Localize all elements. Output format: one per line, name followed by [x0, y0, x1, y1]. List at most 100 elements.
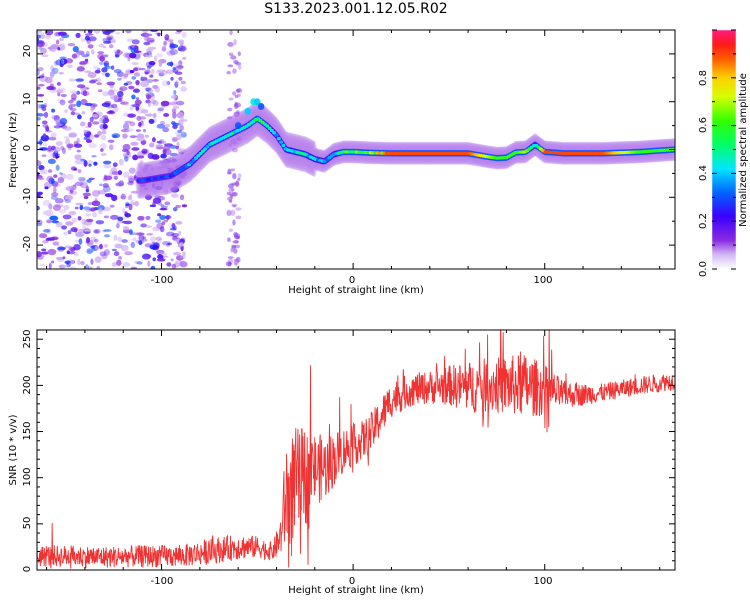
colorbar-tick-label: 0.6	[698, 117, 709, 133]
spectrogram-noise-cell	[228, 187, 234, 193]
spectrogram-noise-cell	[52, 186, 57, 194]
spectrogram-noise-cell	[172, 67, 177, 70]
spectrogram-noise-cell	[87, 266, 93, 269]
spectrogram-noise-cell	[132, 154, 139, 161]
spectrogram-noise-cell	[93, 30, 101, 34]
spectrogram-noise-cell	[63, 136, 71, 139]
spectrogram-noise-cell	[164, 201, 171, 206]
spectrogram-noise-cell	[166, 61, 174, 66]
spectrogram-noise-cell	[111, 133, 121, 139]
spectrogram-noise-cell	[69, 103, 78, 107]
spectrogram-noise-cell	[79, 181, 88, 189]
spectrogram-noise-cell	[156, 123, 166, 129]
spectrogram-noise-cell	[84, 264, 89, 269]
spectrogram-noise-cell	[87, 30, 93, 34]
spectrogram-noise-cell	[78, 30, 86, 33]
colorbar-tick-label: 0.4	[698, 165, 709, 181]
spectrogram-noise-cell	[156, 258, 166, 262]
spectrogram-noise-cell	[238, 64, 242, 71]
spectrogram-noise-cell	[79, 60, 88, 65]
spectrogram-noise-cell	[50, 195, 58, 200]
spectrogram-noise-cell	[57, 176, 65, 184]
spectrogram-noise-cell	[86, 159, 94, 165]
spectrogram-noise-cell	[109, 204, 115, 208]
spectrogram-noise-cell	[179, 261, 188, 268]
spectrogram-noise-cell	[169, 152, 179, 157]
spectrogram-noise-cell	[78, 178, 86, 182]
spectrogram-noise-cell	[164, 37, 169, 41]
spectrogram-noise-cell	[113, 175, 119, 180]
spectrogram-xtick-label: 0	[349, 275, 355, 286]
spectrogram-noise-cell	[113, 95, 118, 101]
spectrogram-noise-cell	[156, 166, 163, 170]
spectrogram-noise-cell	[97, 207, 103, 215]
spectrogram-noise-cell	[125, 201, 130, 207]
spectrogram-noise-cell	[127, 175, 135, 182]
spectrogram-noise-cell	[131, 39, 140, 45]
spectrogram-noise-cell	[168, 179, 174, 184]
spectrogram-noise-cell	[93, 65, 99, 70]
snr-xtick-label: -100	[151, 576, 174, 587]
spectrogram-noise-cell	[226, 171, 232, 175]
spectrogram-noise-cell	[149, 74, 154, 78]
spectrogram-noise-cell	[104, 193, 114, 198]
spectrogram-noise-cell	[145, 225, 153, 229]
spectrogram-noise-cell	[120, 101, 129, 105]
spectrogram-noise-cell	[225, 261, 232, 267]
spectrogram-noise-cell	[53, 174, 58, 178]
spectrogram-noise-cell	[237, 173, 242, 178]
spectrogram-noise-cell	[159, 161, 164, 164]
spectrogram-noise-cell	[46, 219, 53, 224]
spectrogram-noise-cell	[77, 216, 82, 221]
spectrogram-noise-cell	[119, 86, 128, 91]
spectrogram-noise-cell	[38, 46, 43, 50]
spectrogram-noise-cell	[147, 260, 151, 267]
spectrogram-noise-cell	[83, 136, 88, 141]
spectrogram-noise-cell	[131, 237, 137, 242]
spectrogram-noise-cell	[155, 71, 165, 74]
spectrogram-noise-cell	[74, 252, 79, 257]
snr-xtick-label: 100	[533, 576, 552, 587]
spectrogram-noise-cell	[101, 254, 108, 260]
spectrogram-noise-cell	[104, 60, 109, 64]
spectrogram-noise-cell	[100, 143, 107, 150]
spectrogram-noise-cell	[77, 169, 82, 174]
spectrogram-noise-cell	[100, 153, 107, 156]
spectrogram-noise-cell	[181, 31, 187, 38]
spectrogram-noise-cell	[51, 114, 60, 120]
spectrogram-noise-cell	[228, 228, 234, 232]
spectrogram-noise-cell	[48, 203, 53, 210]
spectrogram-noise-cell	[85, 51, 90, 57]
spectrogram-noise-cell	[227, 64, 234, 68]
spectrogram-noise-cell	[127, 180, 134, 186]
spectrogram-noise-cell	[160, 204, 165, 208]
spectrogram-noise-cell	[60, 93, 67, 98]
spectrogram-noise-cell	[60, 145, 65, 151]
spectrogram-noise-cell	[97, 130, 102, 137]
spectrogram-noise-cell	[117, 170, 123, 176]
spectrogram-ridge-core	[274, 133, 279, 137]
spectrogram-noise-cell	[150, 98, 156, 105]
spectrogram-noise-cell	[232, 91, 236, 96]
spectrogram-noise-cell	[176, 65, 184, 69]
snr-ytick-label: 200	[22, 375, 33, 394]
spectrogram-ytick-label: -10	[22, 188, 33, 204]
spectrogram-noise-cell	[62, 214, 72, 220]
spectrogram-noise-cell	[179, 124, 184, 132]
spectrogram-noise-cell	[233, 248, 238, 254]
spectrogram-noise-cell	[51, 86, 57, 91]
spectrogram-noise-cell	[130, 241, 136, 249]
spectrogram-noise-cell	[157, 213, 162, 217]
spectrogram-noise-cell	[109, 169, 113, 177]
spectrogram-noise-cell	[100, 134, 107, 141]
spectrogram-noise-cell	[152, 245, 160, 251]
spectrogram-noise-cell	[83, 130, 92, 138]
spectrogram-noise-cell	[76, 137, 80, 144]
spectrogram-noise-cell	[171, 222, 176, 229]
spectrogram-noise-cell	[175, 204, 182, 208]
spectrogram-noise-cell	[169, 41, 174, 47]
spectrogram-noise-cell	[226, 209, 232, 216]
spectrogram-noise-cell	[102, 54, 109, 58]
spectrogram-noise-cell	[49, 71, 55, 78]
spectrogram-noise-cell	[146, 233, 154, 236]
